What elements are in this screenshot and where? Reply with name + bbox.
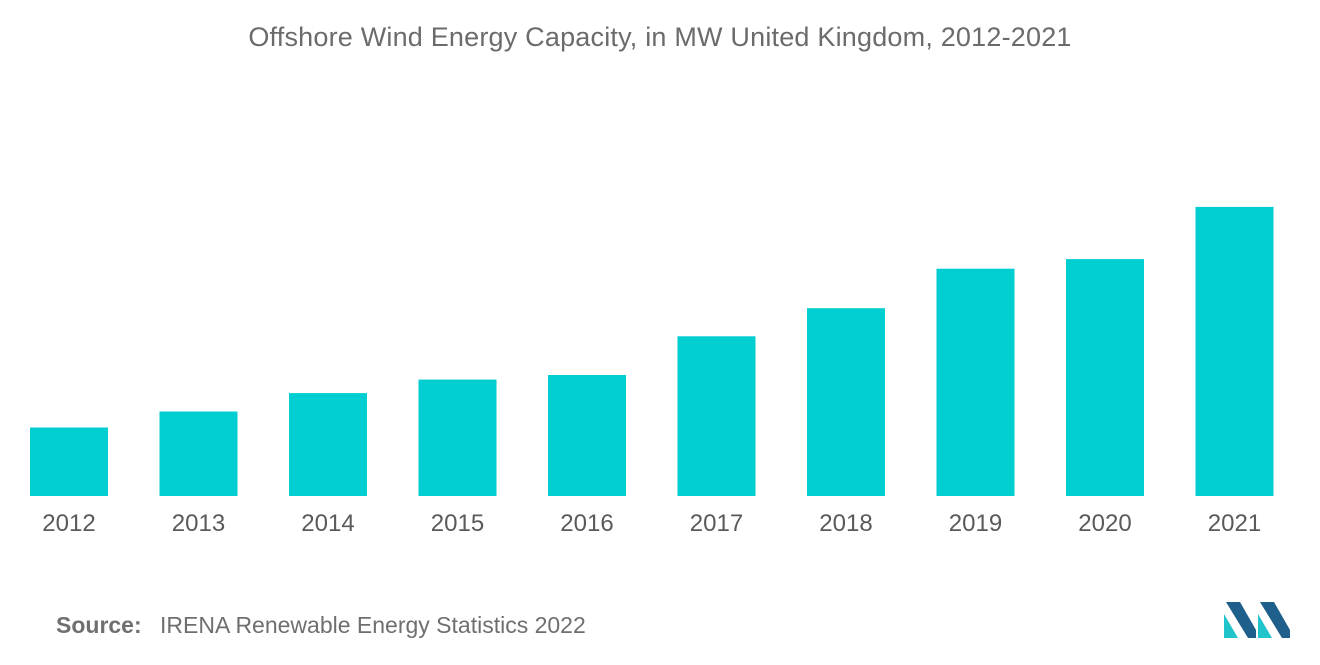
- bar-2020: [1066, 259, 1144, 496]
- source-text: IRENA Renewable Energy Statistics 2022: [160, 612, 586, 638]
- x-tick-label-2018: 2018: [819, 510, 872, 537]
- x-tick-label-2017: 2017: [690, 510, 743, 537]
- x-tick-label-2013: 2013: [172, 510, 225, 537]
- bar-2012: [30, 427, 108, 496]
- source-label: Source:: [56, 612, 142, 638]
- source-note: Source: IRENA Renewable Energy Statistic…: [56, 612, 586, 639]
- bars-group: [30, 206, 1274, 496]
- x-tick-labels-group: 2012 2013 2014 2015 2016 2017 2018 2019 2020 2021: [42, 510, 1261, 537]
- x-tick-label-2014: 2014: [301, 510, 354, 537]
- chart-title: Offshore Wind Energy Capacity, in MW Uni…: [248, 22, 1072, 52]
- bar-chart: 2012 2013 2014 2015 2016 2017 2018 2019 2020 2021: [30, 206, 1274, 537]
- bar-2018: [807, 308, 885, 496]
- x-tick-label-2020: 2020: [1078, 510, 1131, 537]
- x-tick-label-2015: 2015: [431, 510, 484, 537]
- bar-2013: [159, 411, 238, 496]
- bar-2016: [548, 375, 626, 496]
- mordor-intelligence-logo-icon: [1224, 602, 1290, 638]
- bar-2019: [936, 268, 1015, 496]
- x-tick-label-2021: 2021: [1208, 510, 1261, 537]
- bar-2021: [1195, 206, 1274, 496]
- x-tick-label-2019: 2019: [949, 510, 1002, 537]
- x-tick-label-2012: 2012: [42, 510, 95, 537]
- bar-2014: [289, 393, 367, 496]
- x-tick-label-2016: 2016: [560, 510, 613, 537]
- bar-2017: [677, 336, 756, 496]
- bar-2015: [418, 379, 497, 496]
